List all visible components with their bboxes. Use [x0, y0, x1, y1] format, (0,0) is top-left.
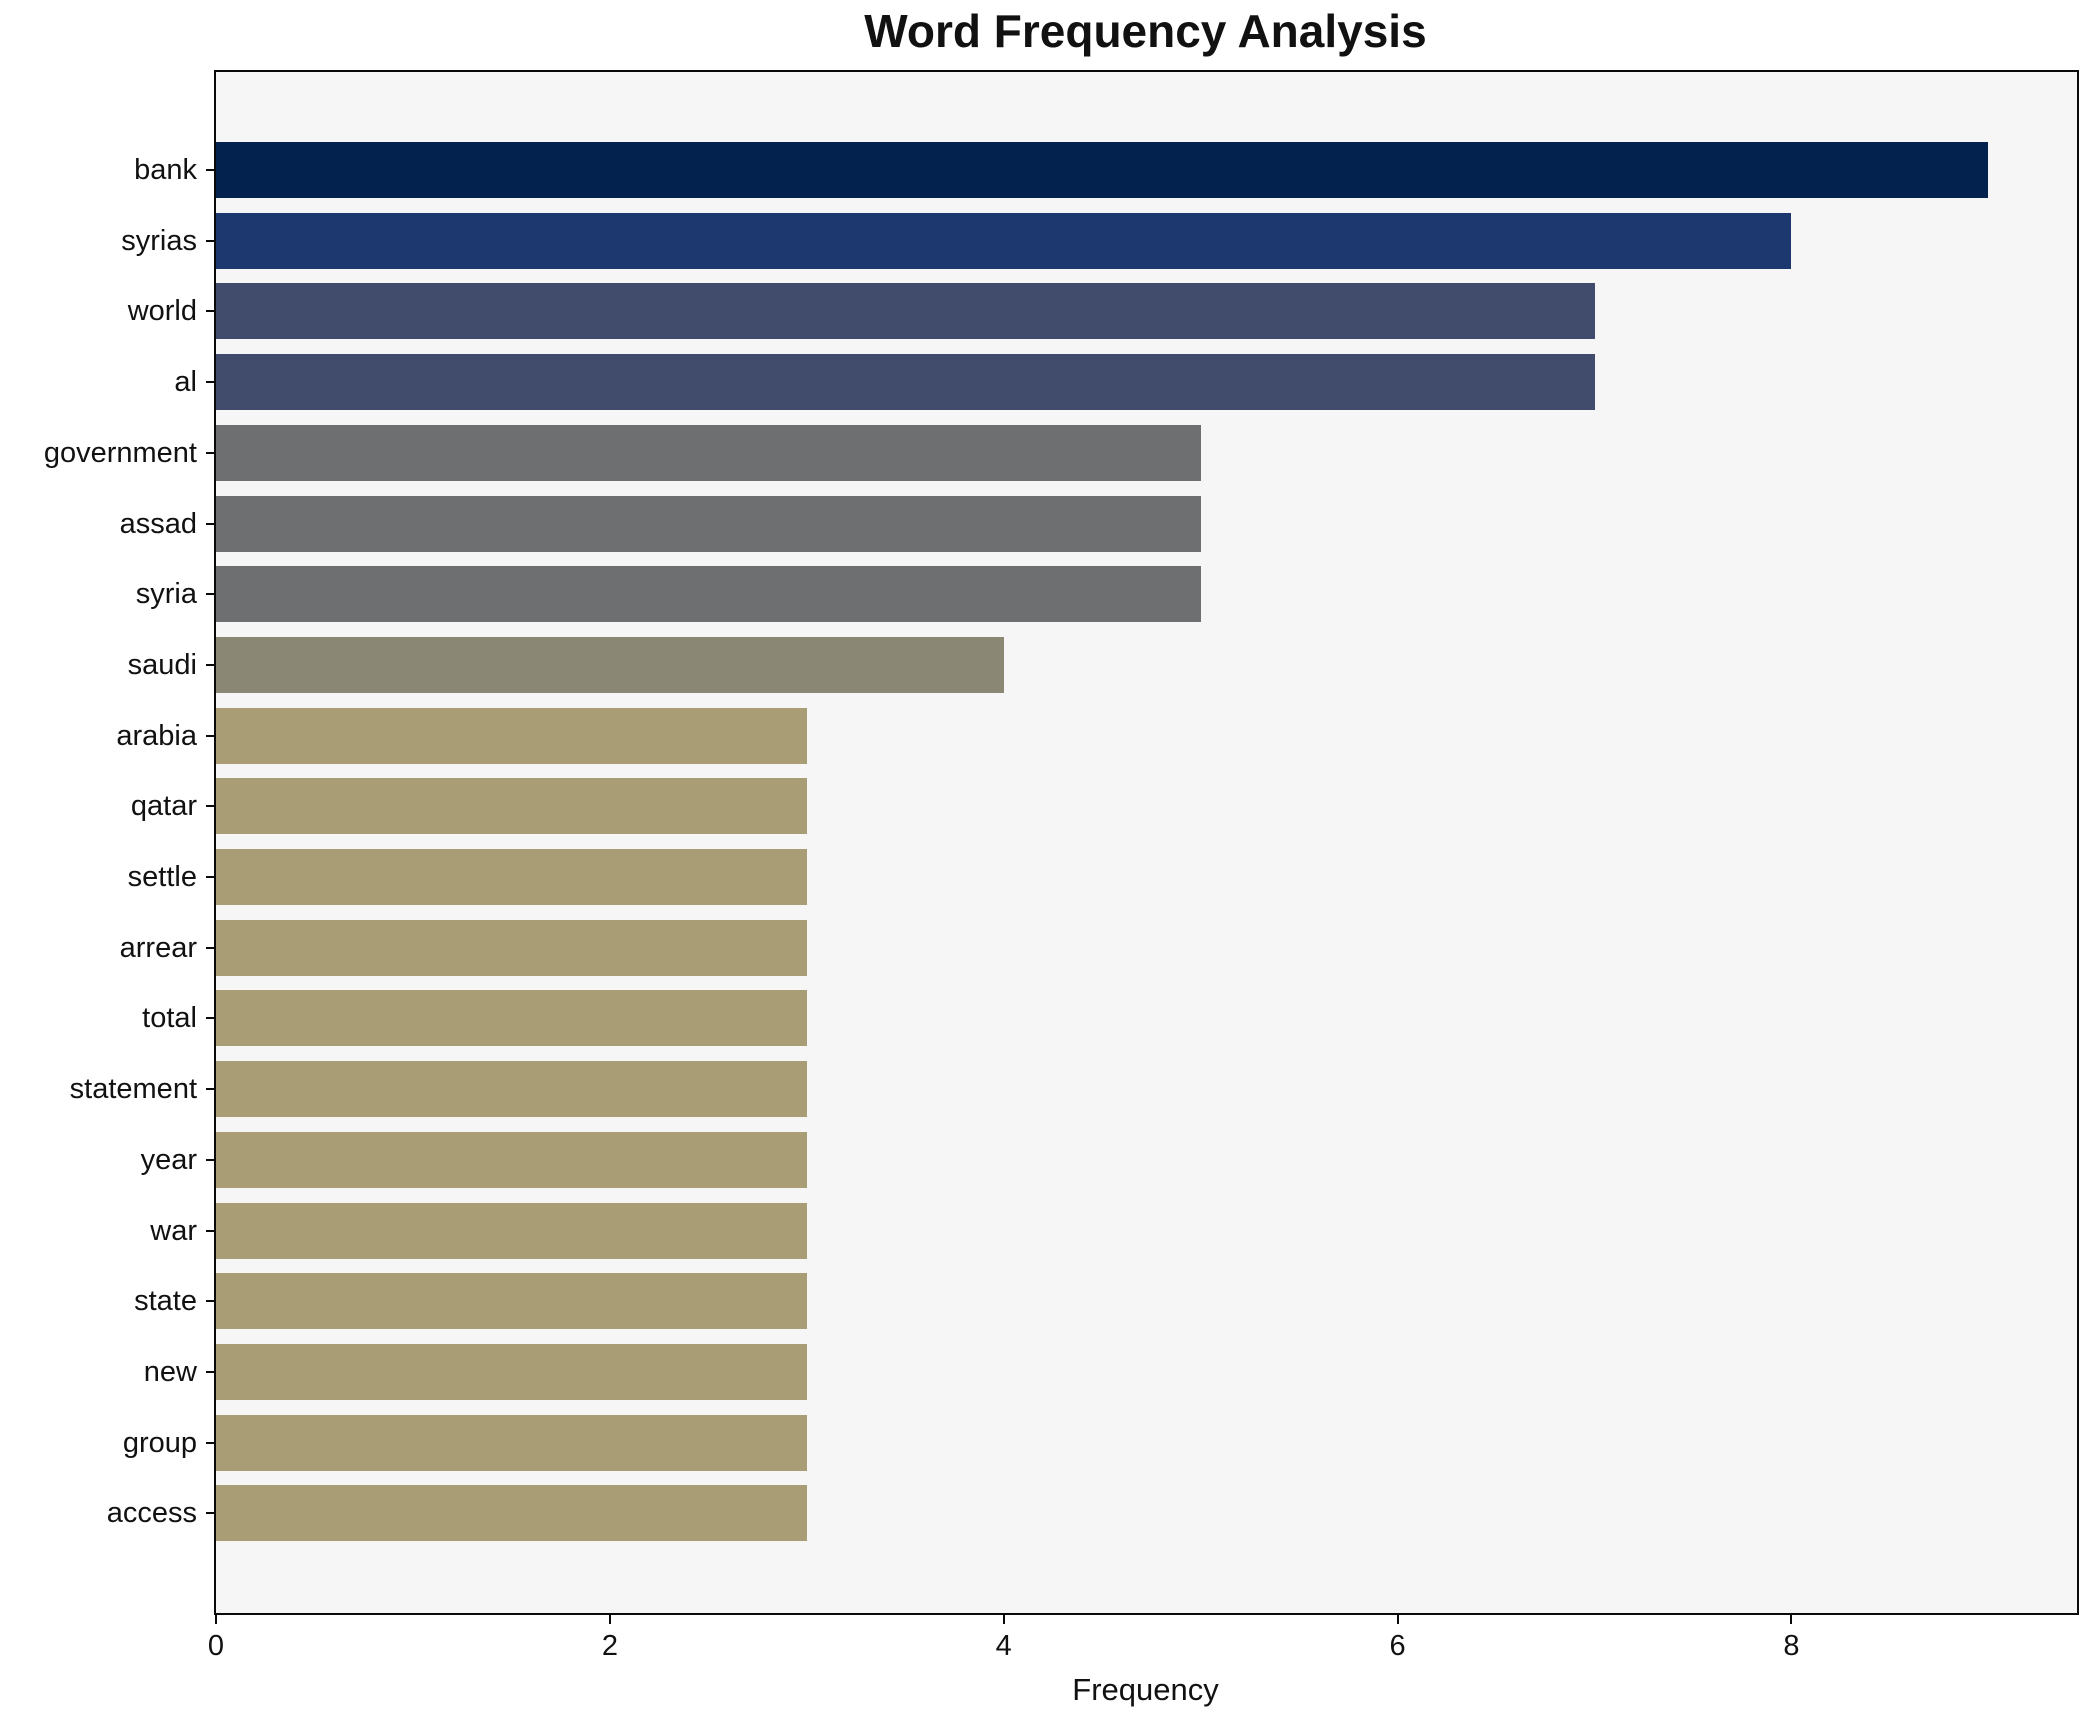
y-tick-mark	[206, 239, 214, 242]
x-axis-label: Frequency	[1072, 1672, 1219, 1707]
bar	[216, 212, 1792, 269]
bar	[216, 142, 1989, 198]
y-tick-mark	[206, 1229, 214, 1232]
y-tick-mark	[206, 1300, 214, 1303]
x-tick-label: 6	[1389, 1630, 1406, 1662]
y-tick-label: saudi	[127, 648, 197, 681]
bar	[216, 636, 1004, 693]
y-tick-label: arabia	[116, 719, 197, 752]
y-tick-mark	[206, 805, 214, 808]
y-tick-label: arrear	[119, 931, 197, 964]
y-tick-label: state	[134, 1285, 197, 1318]
y-tick-mark	[206, 169, 214, 171]
y-tick-label: total	[142, 1002, 197, 1035]
y-tick-label: assad	[119, 507, 197, 540]
y-tick-label: war	[150, 1214, 197, 1247]
y-tick-label: government	[43, 436, 197, 469]
x-tick-label: 4	[995, 1630, 1012, 1662]
y-tick-mark	[206, 663, 214, 666]
x-tick-label: 8	[1783, 1630, 1800, 1662]
y-tick-mark	[206, 876, 214, 878]
x-tick-mark	[215, 1615, 217, 1624]
y-tick-label: qatar	[130, 790, 197, 823]
y-tick-label: syria	[135, 578, 197, 611]
y-tick-mark	[206, 1370, 214, 1373]
y-tick-mark	[206, 381, 214, 384]
bar	[216, 707, 807, 764]
y-tick-mark	[206, 522, 214, 525]
bar	[216, 1202, 807, 1259]
bar	[216, 1061, 807, 1118]
bar	[216, 1414, 807, 1471]
bar	[216, 919, 807, 976]
bar	[216, 566, 1201, 623]
y-tick-label: group	[122, 1426, 197, 1459]
y-tick-label: statement	[69, 1073, 197, 1106]
bar	[216, 778, 807, 835]
y-tick-label: world	[127, 295, 197, 328]
chart-title: Word Frequency Analysis	[864, 5, 1427, 57]
bar	[216, 283, 1595, 340]
y-tick-mark	[206, 1088, 214, 1091]
y-tick-mark	[206, 1512, 214, 1515]
y-tick-mark	[206, 946, 214, 949]
x-tick-mark	[1790, 1615, 1793, 1624]
y-tick-label: new	[143, 1355, 197, 1388]
bar	[216, 849, 807, 905]
y-tick-label: syrias	[121, 224, 197, 257]
y-tick-label: settle	[127, 861, 197, 893]
plot-area	[214, 70, 2079, 1615]
bar	[216, 1485, 807, 1542]
x-tick-label: 0	[207, 1630, 225, 1662]
y-tick-mark	[206, 310, 214, 313]
bar	[216, 424, 1201, 481]
y-tick-mark	[206, 734, 214, 737]
y-tick-mark	[206, 451, 214, 454]
bar	[216, 354, 1595, 411]
y-tick-label: access	[106, 1497, 197, 1530]
y-tick-mark	[206, 1158, 214, 1161]
y-tick-label: bank	[134, 154, 197, 186]
bar	[216, 1343, 807, 1400]
bar	[216, 1131, 807, 1188]
y-tick-mark	[206, 1441, 214, 1444]
y-tick-label: year	[140, 1143, 197, 1176]
bar	[216, 495, 1201, 552]
x-tick-mark	[608, 1615, 611, 1624]
x-tick-label: 2	[601, 1630, 618, 1662]
y-tick-label: al	[174, 366, 197, 399]
y-tick-mark	[206, 593, 214, 596]
x-tick-mark	[1002, 1615, 1005, 1624]
y-tick-mark	[206, 1017, 214, 1020]
bar	[216, 990, 807, 1047]
bar	[216, 1273, 807, 1330]
x-tick-mark	[1396, 1615, 1399, 1624]
